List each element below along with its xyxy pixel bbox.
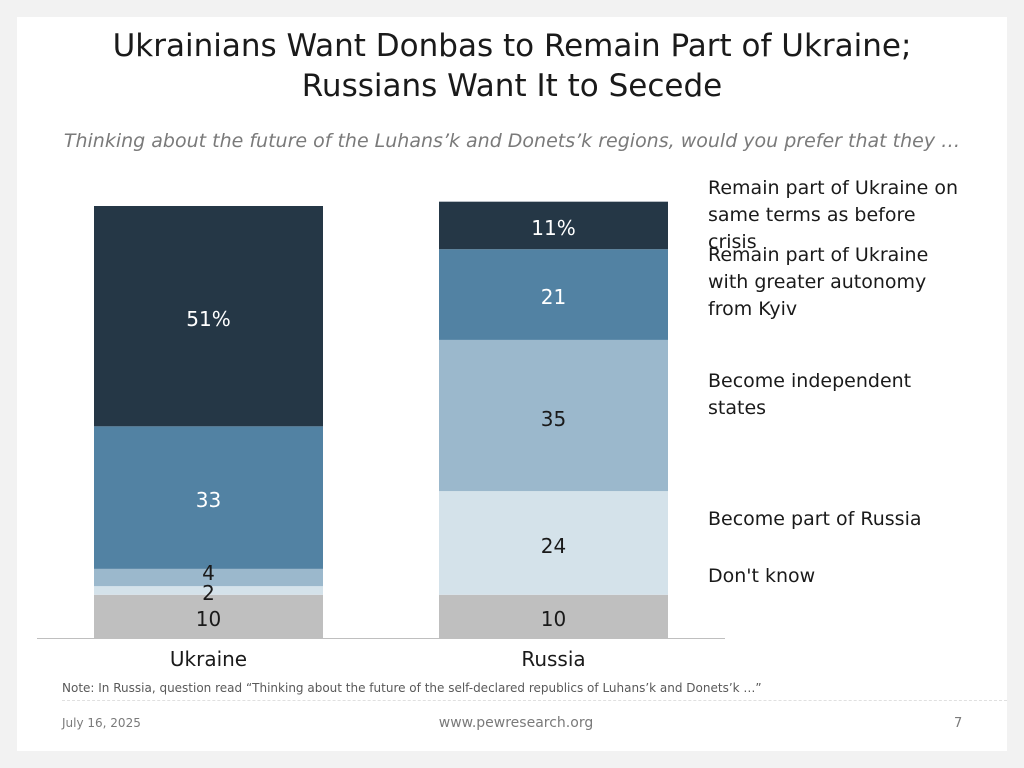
- legend-entry-line: with greater autonomy: [708, 271, 926, 293]
- footer-date: July 16, 2025: [62, 716, 141, 730]
- data-label-ukraine-3: 33: [196, 488, 221, 512]
- legend-entry-4: Remain part of Ukraine on same terms as b…: [708, 177, 958, 253]
- data-label-ukraine-1: 2: [202, 581, 215, 605]
- legend-entry-line: Don't know: [708, 565, 815, 587]
- data-label-ukraine-4: 51%: [186, 307, 230, 331]
- chart-subtitle: Thinking about the future of the Luhans’…: [63, 130, 961, 152]
- footer-url[interactable]: www.pewresearch.org: [438, 715, 594, 731]
- legend-entry-line: from Kyiv: [708, 298, 797, 320]
- bar-segment-ukraine-2: [94, 568, 323, 587]
- chart-note: Note: In Russia, question read “Thinking…: [62, 681, 762, 695]
- legend-entry-line: crisis: [708, 231, 757, 253]
- legend-entry-line: Become independent: [708, 370, 911, 392]
- bar-segment-russia-1: [439, 491, 668, 595]
- bar-segment-ukraine-3: [94, 426, 323, 569]
- chart-title-line-2: Russians Want It to Secede: [301, 68, 723, 104]
- data-label-russia-0: 10: [541, 607, 566, 631]
- footer-divider: [62, 700, 1007, 701]
- bar-segment-russia-4: [439, 201, 668, 250]
- data-label-russia-4: 11%: [531, 216, 575, 240]
- data-label-russia-1: 24: [541, 534, 566, 558]
- data-label-ukraine-2: 4: [202, 561, 215, 585]
- legend-entry-0: Don't know: [708, 565, 815, 587]
- chart-title-line-1: Ukrainians Want Donbas to Remain Part of…: [112, 28, 912, 64]
- legend-entry-line: Remain part of Ukraine: [708, 244, 928, 266]
- x-tick-label-ukraine: Ukraine: [170, 647, 247, 671]
- legend-entry-line: Become part of Russia: [708, 508, 922, 530]
- bar-segment-russia-0: [439, 594, 668, 638]
- bar-segment-ukraine-0: [94, 594, 323, 638]
- legend-entry-2: Become independent states: [708, 370, 911, 419]
- legend-entry-line: same terms as before: [708, 204, 916, 226]
- legend-entry-line: Remain part of Ukraine on: [708, 177, 958, 199]
- x-tick-label-russia: Russia: [521, 647, 585, 671]
- bar-segment-ukraine-4: [94, 206, 323, 427]
- chart-title: Ukrainians Want Donbas to Remain Part of…: [0, 26, 1024, 106]
- bar-segment-russia-3: [439, 249, 668, 340]
- page-number: 7: [954, 716, 963, 731]
- data-label-ukraine-0: 10: [196, 607, 221, 631]
- legend-entry-line: states: [708, 397, 766, 419]
- data-label-russia-2: 35: [541, 407, 566, 431]
- bar-segment-ukraine-1: [94, 586, 323, 595]
- legend-entry-3: Remain part of Ukraine with greater auton…: [708, 244, 928, 320]
- legend-entry-1: Become part of Russia: [708, 508, 922, 530]
- data-label-russia-3: 21: [541, 285, 566, 309]
- bar-segment-russia-2: [439, 339, 668, 492]
